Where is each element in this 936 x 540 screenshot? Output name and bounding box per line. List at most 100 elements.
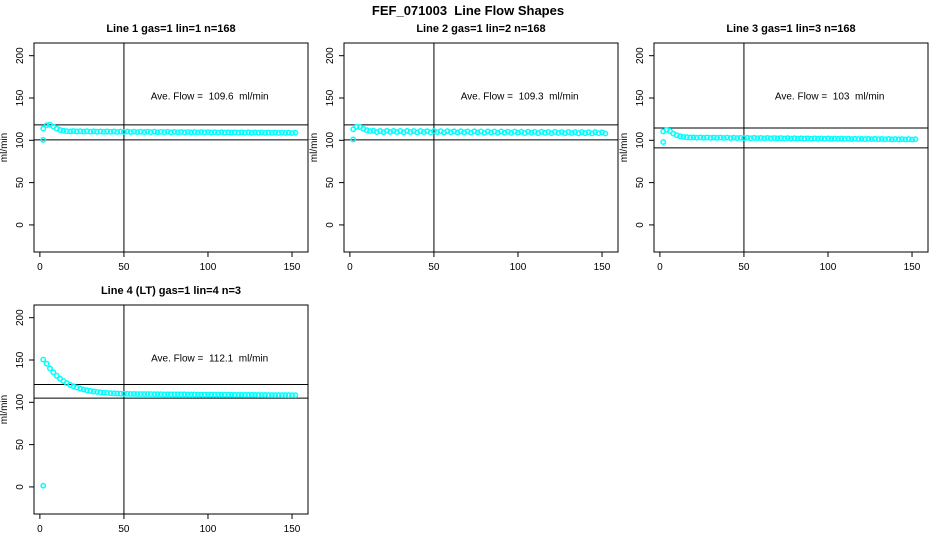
plot-frame (33, 304, 309, 515)
x-tick-label: 100 (820, 262, 837, 273)
data-point (231, 129, 238, 136)
data-point (868, 136, 875, 143)
data-point (905, 136, 912, 143)
data-point (63, 128, 70, 135)
data-point (174, 391, 181, 398)
y-tick-label: 100 (325, 132, 336, 149)
data-point (221, 391, 228, 398)
y-axis-label: ml/min (619, 133, 630, 162)
data-point (268, 392, 275, 398)
ave-flow-annotation: Ave. Flow = 109.6 ml/min (151, 91, 269, 102)
data-point (825, 135, 831, 142)
data-point (278, 392, 285, 399)
data-point (157, 128, 164, 135)
data-point (895, 136, 902, 143)
data-point (710, 134, 717, 141)
data-point (90, 128, 97, 135)
data-point (188, 391, 195, 398)
data-point (181, 129, 188, 136)
data-point (80, 128, 87, 135)
x-tick-label: 150 (904, 262, 921, 273)
data-point (43, 360, 50, 367)
data-point (582, 130, 589, 137)
data-point (353, 123, 360, 130)
data-point (70, 128, 77, 135)
y-tick-label: 50 (325, 177, 336, 189)
data-point (724, 134, 731, 141)
data-point (740, 135, 747, 142)
x-tick-label: 50 (428, 262, 440, 273)
data-point (677, 133, 684, 140)
data-point (117, 390, 124, 397)
figure-title: FEF_071003 Line Flow Shapes (371, 3, 565, 18)
data-point (191, 129, 198, 135)
data-point (67, 128, 74, 135)
data-point (137, 128, 144, 135)
data-point (541, 129, 548, 136)
data-point (730, 134, 737, 141)
data-point (171, 128, 178, 135)
data-point (161, 129, 168, 136)
data-point (252, 129, 258, 136)
data-point (292, 129, 299, 136)
data-point (761, 135, 768, 142)
data-point (191, 391, 198, 398)
data-point (737, 134, 744, 141)
data-point (77, 385, 84, 392)
data-point (838, 135, 845, 142)
data-point (285, 129, 292, 136)
ave-flow-annotation: Ave. Flow = 109.3 ml/min (461, 91, 579, 102)
data-point (700, 134, 707, 141)
data-point (141, 391, 148, 398)
plot-frame (33, 42, 309, 253)
data-point (289, 130, 295, 136)
y-tick-label: 0 (635, 222, 646, 228)
data-point (255, 129, 262, 136)
data-point (784, 135, 791, 142)
data-point (818, 135, 825, 142)
data-point (141, 129, 148, 136)
x-tick-label: 100 (200, 524, 217, 535)
data-point (84, 128, 90, 135)
data-point (164, 128, 171, 135)
x-tick-label: 150 (284, 524, 301, 535)
data-point (131, 128, 137, 135)
data-points (350, 123, 609, 143)
data-point (47, 365, 53, 372)
data-point (110, 128, 117, 135)
y-tick-label: 200 (325, 47, 336, 64)
data-point (90, 388, 97, 395)
data-point (255, 391, 262, 398)
data-point (205, 391, 211, 398)
data-point (848, 136, 855, 142)
data-point (788, 135, 794, 142)
y-tick-label: 100 (15, 132, 26, 149)
y-tick-label: 200 (635, 47, 646, 64)
data-point (178, 391, 185, 398)
data-point (272, 129, 279, 136)
data-point (278, 129, 285, 136)
data-point (215, 391, 222, 398)
y-tick-label: 50 (635, 177, 646, 189)
data-point-outlier (40, 136, 47, 143)
data-point (265, 129, 272, 136)
data-point (107, 390, 114, 397)
data-point (231, 391, 238, 398)
y-tick-label: 50 (15, 439, 26, 451)
data-point (228, 129, 235, 136)
data-point (154, 391, 161, 398)
data-point (157, 391, 164, 398)
data-point (804, 135, 811, 142)
y-tick-label: 150 (325, 89, 336, 106)
data-point (104, 389, 111, 396)
data-point (265, 392, 272, 398)
ave-flow-annotation: Ave. Flow = 112.1 ml/min (151, 353, 268, 364)
data-point (87, 128, 94, 135)
data-point (771, 135, 778, 141)
data-point (602, 130, 609, 137)
data-point (208, 129, 215, 136)
data-point (73, 128, 80, 135)
data-point (734, 135, 741, 141)
x-tick-label: 100 (200, 262, 217, 273)
data-point (841, 136, 848, 142)
